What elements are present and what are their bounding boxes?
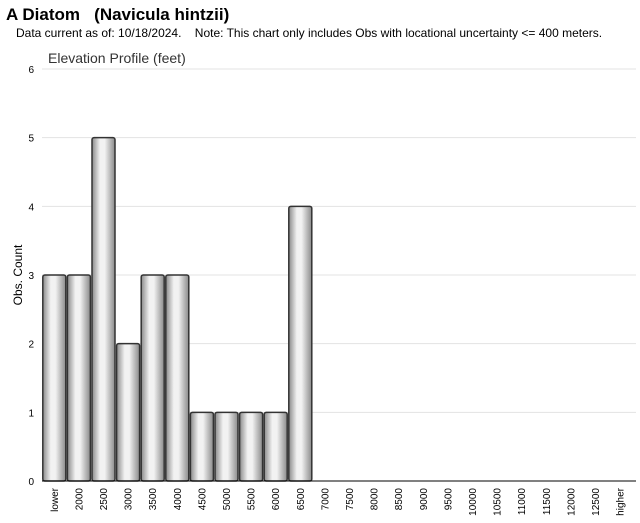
x-tick-label: 5500: [247, 488, 258, 511]
y-tick-labels: 0 1 2 3 4 5 6: [28, 65, 34, 488]
page-title: A Diatom (Navicula hintzii): [6, 5, 230, 24]
y-tick-label: 2: [28, 340, 34, 351]
bar: [66, 274, 92, 482]
x-tick-label: 6500: [296, 488, 307, 511]
x-tick-label: 5000: [222, 488, 233, 511]
data-note: Data current as of: 10/18/2024. Note: Th…: [16, 26, 603, 40]
x-tick-label: 11500: [542, 488, 553, 516]
y-tick-label: 4: [28, 202, 34, 213]
bar: [288, 205, 313, 482]
bar: [115, 342, 141, 482]
bar: [238, 411, 264, 482]
x-tick-label: 6000: [271, 488, 282, 511]
x-tick-label: lower: [50, 487, 61, 512]
chart-title: Elevation Profile (feet): [48, 50, 186, 66]
x-tick-label: 12000: [566, 488, 577, 516]
x-tick-label: 10000: [468, 488, 479, 516]
x-tick-label: 10500: [493, 488, 504, 516]
y-tick-label: 5: [28, 134, 34, 145]
x-tick-label: 3500: [148, 488, 159, 511]
x-tick-label: 9000: [419, 488, 430, 511]
bar: [165, 274, 190, 482]
y-tick-label: 1: [28, 408, 34, 419]
x-tick-labels: lower 2000 2500 3000 3500 4000 4500 5000 5500 600…: [50, 487, 627, 515]
x-tick-label: 8500: [394, 488, 405, 511]
bars: [42, 136, 313, 482]
x-tick-label: higher: [616, 487, 627, 515]
y-axis-label: Obs. Count: [11, 244, 25, 305]
x-tick-label: 4000: [173, 488, 184, 511]
bar: [91, 136, 116, 482]
x-tick-label: 11000: [517, 488, 528, 516]
x-tick-label: 2000: [74, 488, 85, 511]
x-tick-label: 9500: [443, 488, 454, 511]
x-tick-label: 7000: [320, 488, 331, 511]
y-tick-label: 3: [28, 271, 34, 282]
y-tick-label: 6: [28, 65, 34, 76]
bar: [140, 274, 165, 482]
x-tick-label: 12500: [591, 488, 602, 516]
bar: [189, 411, 215, 482]
x-tick-label: 3000: [124, 488, 135, 511]
y-tick-label: 0: [28, 477, 34, 488]
x-tick-label: 2500: [99, 488, 110, 511]
bar: [42, 274, 67, 482]
bar: [214, 411, 239, 482]
x-tick-label: 7500: [345, 488, 356, 511]
bar: [263, 411, 288, 482]
x-tick-label: 4500: [197, 488, 208, 511]
x-tick-label: 8000: [370, 488, 381, 511]
